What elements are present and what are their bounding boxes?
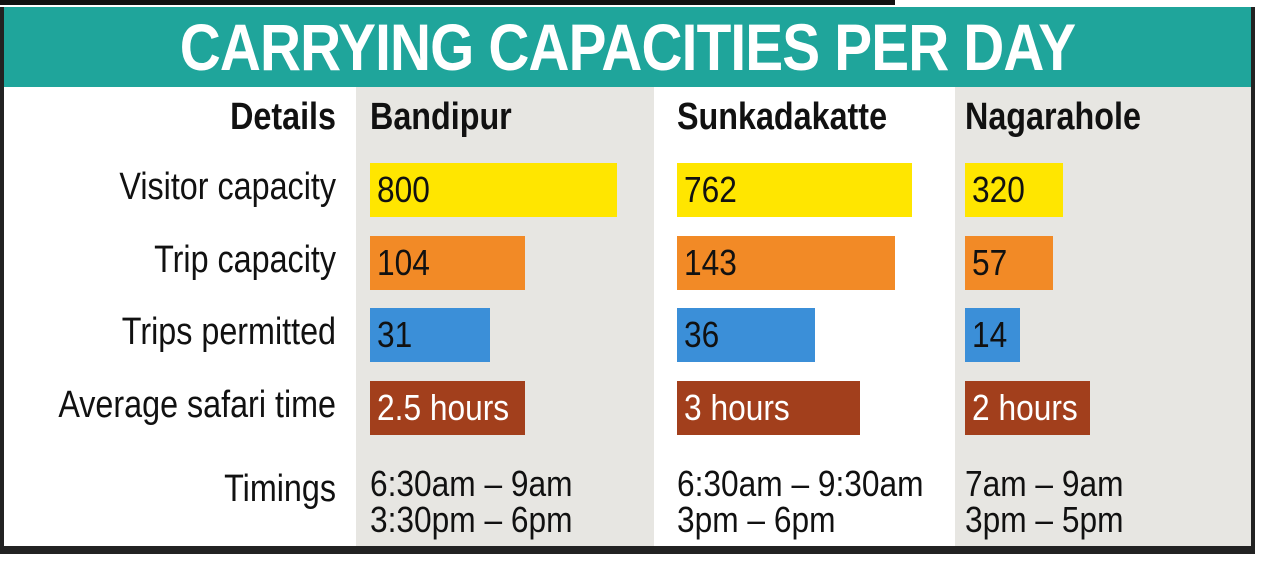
- header-cell: Nagarahole: [965, 96, 1141, 138]
- value-bar: [370, 381, 525, 435]
- timing: 3pm – 5pm: [965, 499, 1124, 540]
- row-label: Visitor capacity: [119, 166, 336, 208]
- value-text: 14: [972, 314, 1008, 355]
- value-text: 104: [377, 242, 430, 283]
- value-text: 3 hours: [684, 387, 790, 428]
- value-bar: [965, 163, 1063, 217]
- value-text: 2.5 hours: [377, 387, 510, 428]
- row-label: Average safari time: [58, 384, 337, 426]
- value-text: 800: [377, 169, 430, 210]
- value-text: 36: [684, 314, 720, 355]
- value-text: 143: [684, 242, 737, 283]
- bottom-rule: [4, 546, 1251, 554]
- header-cell: Details: [230, 96, 336, 138]
- row-label: Timings: [224, 468, 336, 510]
- value-text: 31: [377, 314, 413, 355]
- timing: 6:30am – 9am: [370, 463, 573, 504]
- header-cell: Sunkadakatte: [677, 96, 888, 138]
- timing: 3pm – 6pm: [677, 499, 836, 540]
- row-label: Trips permitted: [121, 311, 336, 353]
- value-bar: [677, 308, 815, 362]
- value-text: 2 hours: [972, 387, 1078, 428]
- timing: 7am – 9am: [965, 463, 1124, 504]
- title: CARRYING CAPACITIES PER DAY: [179, 10, 1076, 84]
- title-banner: [4, 7, 1251, 87]
- timing: 3:30pm – 6pm: [370, 499, 573, 540]
- value-bar: [677, 381, 860, 435]
- timing: 6:30am – 9:30am: [677, 463, 924, 504]
- value-bar: [370, 163, 617, 217]
- value-bar: [965, 236, 1053, 290]
- value-bar: [677, 163, 912, 217]
- value-bar: [965, 308, 1020, 362]
- value-bar: [965, 381, 1090, 435]
- value-text: 57: [972, 242, 1008, 283]
- value-bar: [370, 308, 490, 362]
- value-text: 762: [684, 169, 737, 210]
- top-rule: [0, 0, 895, 5]
- value-bar: [677, 236, 895, 290]
- header-cell: Bandipur: [370, 96, 512, 138]
- side-rule: [0, 7, 4, 554]
- value-text: 320: [972, 169, 1025, 210]
- side-rule: [1251, 7, 1255, 554]
- value-bar: [370, 236, 525, 290]
- row-label: Trip capacity: [154, 239, 336, 281]
